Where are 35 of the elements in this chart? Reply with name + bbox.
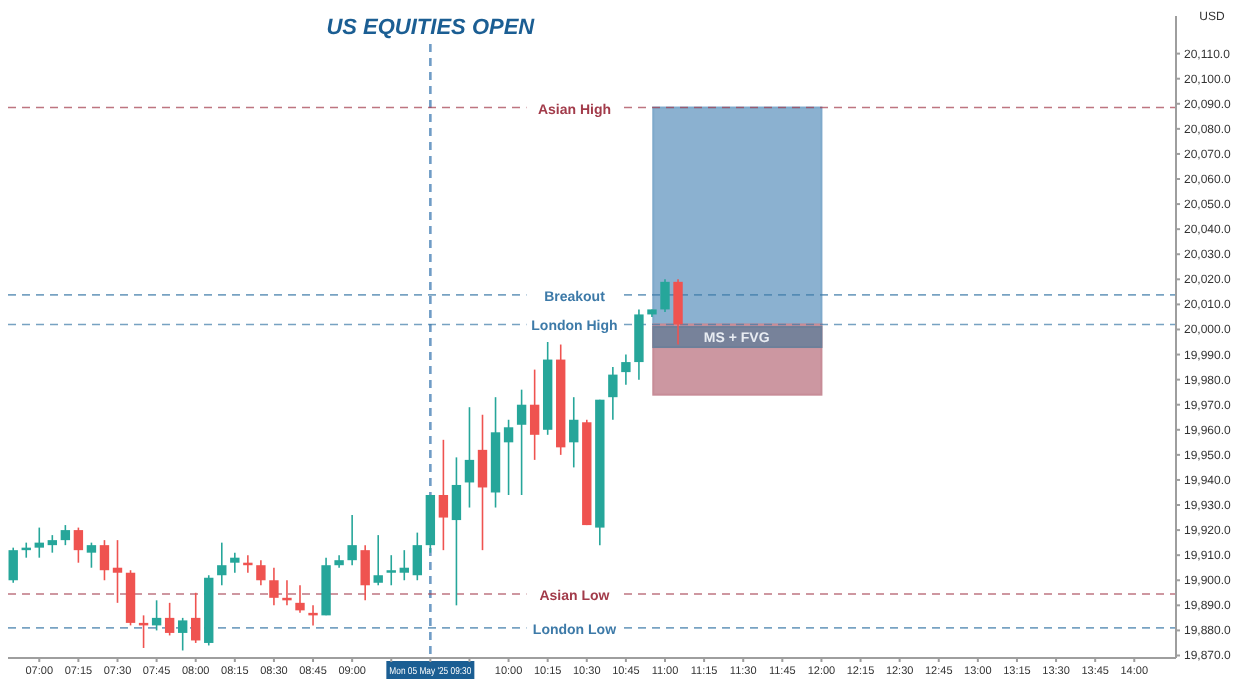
- candlestick: [99, 539, 110, 582]
- candlestick: [112, 539, 123, 604]
- candlestick: [269, 566, 279, 607]
- candlestick: [569, 396, 579, 469]
- candlestick: [451, 456, 462, 607]
- candlestick: [217, 541, 227, 587]
- candlestick: [503, 418, 514, 496]
- candlestick: [412, 531, 423, 582]
- candlestick: [386, 554, 396, 587]
- candlestick: [373, 534, 383, 587]
- candlestick: [438, 439, 449, 551]
- candlestick: [230, 551, 240, 574]
- candlestick: [360, 544, 370, 602]
- candlestick: [634, 308, 644, 381]
- candlestick: [608, 366, 618, 421]
- candlestick: [464, 406, 475, 509]
- candlestick: [73, 526, 84, 564]
- candlestick: [295, 584, 305, 614]
- candlestick: [34, 526, 44, 559]
- candlestick: [621, 353, 631, 386]
- candlestick: [347, 514, 357, 567]
- candlestick: [164, 602, 175, 637]
- candlestick: [86, 541, 97, 569]
- candlestick: [177, 617, 188, 652]
- candlestick: [256, 559, 266, 587]
- candlestick: [399, 549, 409, 582]
- candlestick: [191, 592, 201, 644]
- candlestick: [660, 278, 670, 313]
- candlestick: [60, 524, 71, 546]
- candlestick: [673, 278, 683, 346]
- candlestick: [516, 388, 527, 496]
- candlestick: [529, 368, 540, 461]
- candlestick: [477, 413, 488, 551]
- ref-line-label: US EQUITIES OPEN: [326, 16, 537, 40]
- candlestick: [8, 546, 18, 584]
